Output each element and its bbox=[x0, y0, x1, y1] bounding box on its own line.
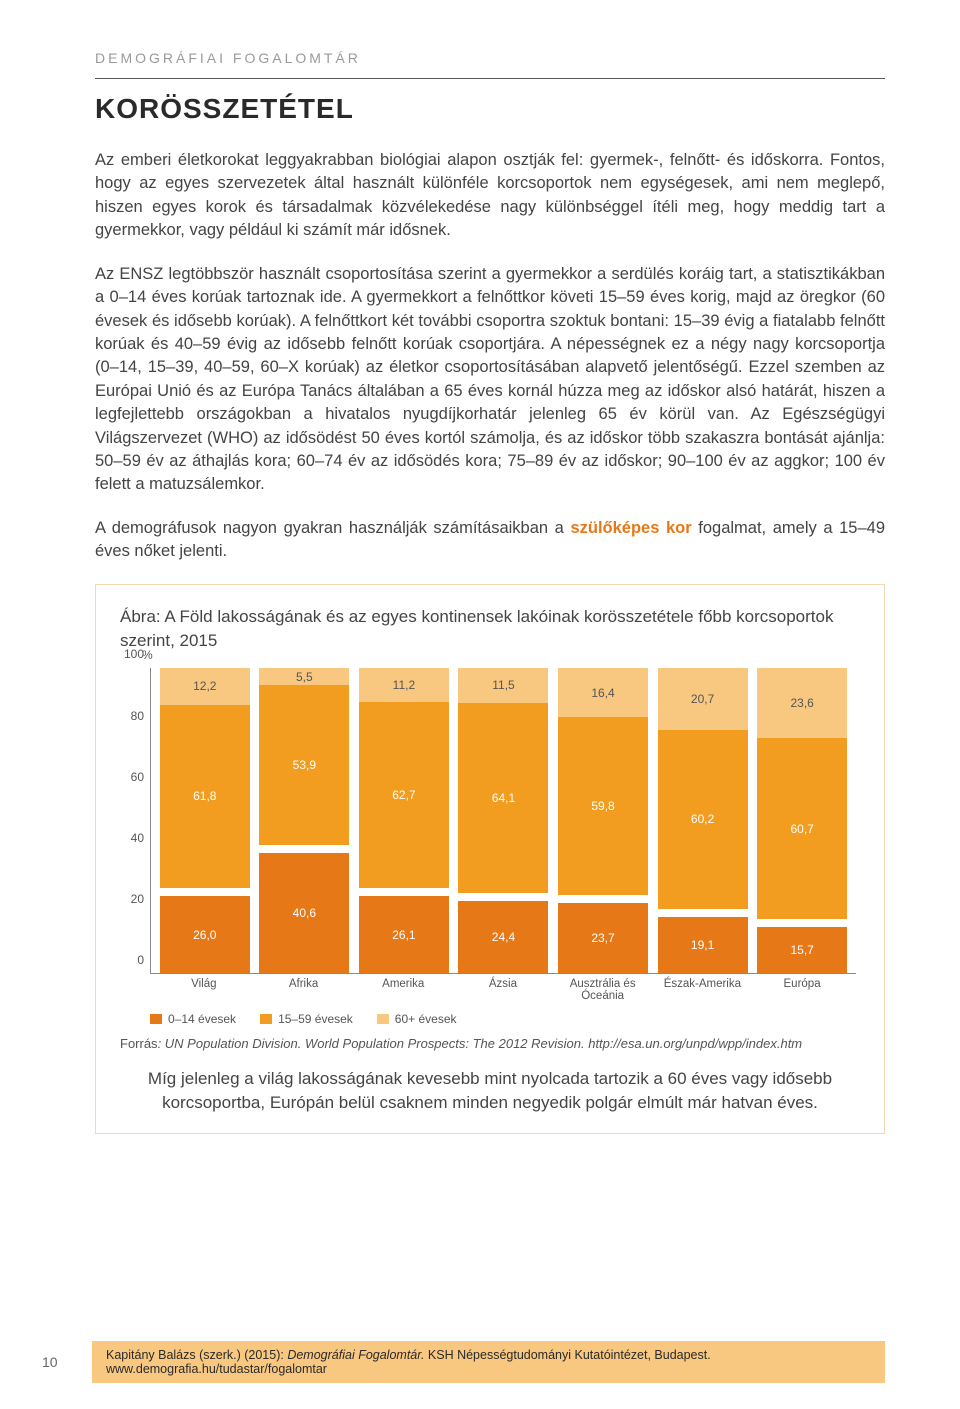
bar-segment-60plus: 16,4 bbox=[558, 668, 648, 717]
bar-column: 5,553,940,6 bbox=[259, 668, 349, 973]
bar-segment-15-59: 60,2 bbox=[658, 730, 748, 909]
bar-segment-0-14: 26,0 bbox=[160, 896, 250, 973]
bar-gap bbox=[558, 895, 648, 903]
source-label: Forrás bbox=[120, 1036, 158, 1051]
x-axis-label: Ausztrália és Óceánia bbox=[558, 978, 648, 998]
paragraph-2: Az ENSZ legtöbbször használt csoportosít… bbox=[95, 263, 885, 497]
doc-overline: DEMOGRÁFIAI FOGALOMTÁR bbox=[95, 50, 885, 66]
legend-item-0-14: 0–14 évesek bbox=[150, 1012, 236, 1026]
legend-label: 15–59 évesek bbox=[278, 1012, 353, 1026]
y-tick: 100 bbox=[124, 647, 144, 661]
footer-citation: Kapitány Balázs (szerk.) (2015): Demográ… bbox=[92, 1341, 885, 1383]
legend-item-60plus: 60+ évesek bbox=[377, 1012, 457, 1026]
x-axis-label: Európa bbox=[757, 978, 847, 998]
bar-segment-15-59: 53,9 bbox=[259, 685, 349, 845]
citation-publisher: KSH Népességtudományi Kutatóintézet, Bud… bbox=[424, 1348, 710, 1362]
y-tick: 0 bbox=[137, 953, 144, 967]
bar-column: 16,459,8 23,7 bbox=[558, 668, 648, 973]
bar-column: 23,660,7 15,7 bbox=[757, 668, 847, 973]
bar-segment-60plus: 20,7 bbox=[658, 668, 748, 730]
y-tick: 60 bbox=[131, 770, 144, 784]
page-footer: 10 Kapitány Balázs (szerk.) (2015): Demo… bbox=[0, 1341, 960, 1383]
citation-title: Demográfiai Fogalomtár. bbox=[287, 1348, 424, 1362]
legend-swatch bbox=[260, 1014, 272, 1024]
plot-area: 12,261,826,05,553,940,611,262,726,111,56… bbox=[150, 668, 856, 974]
bar-segment-0-14: 23,7 bbox=[558, 903, 648, 974]
paragraph-3-a: A demográfusok nagyon gyakran használják… bbox=[95, 519, 570, 537]
bar-segment-60plus: 11,5 bbox=[458, 668, 548, 702]
source-text: : UN Population Division. World Populati… bbox=[158, 1036, 803, 1051]
bar-segment-15-59: 61,8 bbox=[160, 705, 250, 889]
bar-segment-0-14: 19,1 bbox=[658, 917, 748, 974]
bar-column: 11,564,124,4 bbox=[458, 668, 548, 973]
bar-column: 20,760,2 19,1 bbox=[658, 668, 748, 973]
bar-segment-0-14: 15,7 bbox=[757, 927, 847, 974]
paragraph-1: Az emberi életkorokat leggyakrabban biol… bbox=[95, 149, 885, 243]
y-tick: 20 bbox=[131, 892, 144, 906]
bar-segment-0-14: 26,1 bbox=[359, 896, 449, 974]
bar-gap bbox=[658, 909, 748, 917]
stacked-bar-chart: % 020406080100 12,261,826,05,553,940,611… bbox=[150, 668, 856, 998]
x-axis-label: Észak-Amerika bbox=[657, 978, 747, 998]
bar-segment-60plus: 11,2 bbox=[359, 668, 449, 701]
bar-gap bbox=[359, 888, 449, 896]
bar-segment-0-14: 24,4 bbox=[458, 901, 548, 974]
y-axis: 020406080100 bbox=[122, 668, 150, 974]
bar-segment-60plus: 23,6 bbox=[757, 668, 847, 738]
figure-title: Ábra: A Föld lakosságának és az egyes ko… bbox=[120, 605, 860, 653]
legend-swatch bbox=[377, 1014, 389, 1024]
y-tick: 40 bbox=[131, 831, 144, 845]
divider bbox=[95, 78, 885, 79]
page-number: 10 bbox=[42, 1354, 92, 1370]
bar-segment-15-59: 64,1 bbox=[458, 703, 548, 894]
bar-segment-15-59: 60,7 bbox=[757, 738, 847, 918]
citation-url: www.demografia.hu/tudastar/fogalomtar bbox=[106, 1362, 327, 1376]
bar-gap bbox=[458, 893, 548, 901]
x-axis-label: Amerika bbox=[358, 978, 448, 998]
x-axis-label: Afrika bbox=[259, 978, 349, 998]
figure-conclusion: Míg jelenleg a világ lakosságának kevese… bbox=[120, 1067, 860, 1115]
legend-item-15-59: 15–59 évesek bbox=[260, 1012, 353, 1026]
x-axis-labels: Világ Afrika Amerika Ázsia Ausztrália és Óce… bbox=[150, 978, 856, 998]
x-axis-label: Világ bbox=[159, 978, 249, 998]
chart-legend: 0–14 évesek 15–59 évesek 60+ évesek bbox=[150, 1012, 860, 1026]
keyword-szulokepes-kor: szülőképes kor bbox=[570, 519, 691, 537]
bar-gap bbox=[757, 919, 847, 927]
x-axis-label: Ázsia bbox=[458, 978, 548, 998]
bar-column: 11,262,7 26,1 bbox=[359, 668, 449, 973]
bar-segment-60plus: 5,5 bbox=[259, 668, 349, 684]
paragraph-3: A demográfusok nagyon gyakran használják… bbox=[95, 517, 885, 564]
bar-gap bbox=[259, 845, 349, 853]
bar-segment-60plus: 12,2 bbox=[160, 668, 250, 704]
figure-source: Forrás: UN Population Division. World Po… bbox=[120, 1036, 860, 1051]
page-title: KORÖSSZETÉTEL bbox=[95, 93, 885, 125]
bar-segment-0-14: 40,6 bbox=[259, 853, 349, 974]
legend-label: 0–14 évesek bbox=[168, 1012, 236, 1026]
legend-label: 60+ évesek bbox=[395, 1012, 457, 1026]
y-tick: 80 bbox=[131, 709, 144, 723]
legend-swatch bbox=[150, 1014, 162, 1024]
bar-segment-15-59: 59,8 bbox=[558, 717, 648, 895]
citation-author: Kapitány Balázs (szerk.) (2015): bbox=[106, 1348, 287, 1362]
bar-gap bbox=[160, 888, 250, 896]
bar-column: 12,261,826,0 bbox=[160, 668, 250, 973]
bar-segment-15-59: 62,7 bbox=[359, 702, 449, 888]
figure-box: Ábra: A Föld lakosságának és az egyes ko… bbox=[95, 584, 885, 1134]
